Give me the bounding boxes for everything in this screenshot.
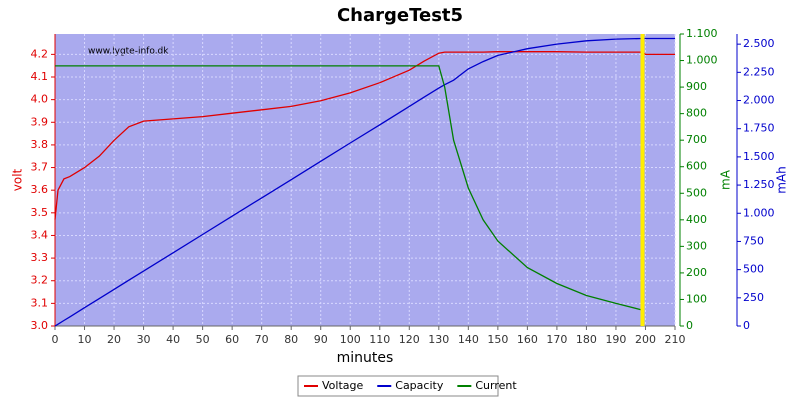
y2-tick-label: 300 xyxy=(686,239,707,252)
series-line xyxy=(54,37,675,327)
x-tick-label: 190 xyxy=(605,333,626,346)
y3-tick-label: 250 xyxy=(743,291,764,304)
y2-tick-label: 0 xyxy=(686,319,693,332)
y-tick-label: 3.3 xyxy=(31,251,49,264)
x-tick-label: 160 xyxy=(517,333,538,346)
y-tick-label: 3.6 xyxy=(31,183,49,196)
y-tick-label: 3.7 xyxy=(31,161,49,174)
watermark: www.lygte-info.dk xyxy=(88,47,169,57)
x-tick-label: 130 xyxy=(428,333,449,346)
y-tick-label: 3.0 xyxy=(31,319,49,332)
y3-tick-label: 2.000 xyxy=(743,94,775,107)
y-tick-label: 3.5 xyxy=(31,206,49,219)
y2-tick-label: 400 xyxy=(686,213,707,226)
y-tick-label: 3.4 xyxy=(31,228,49,241)
x-tick-label: 120 xyxy=(399,333,420,346)
y-tick-label: 4.0 xyxy=(31,93,49,106)
y3-axis-label: mAh xyxy=(775,166,789,194)
y3-tick-label: 1.500 xyxy=(743,150,775,163)
x-tick-label: 200 xyxy=(635,333,656,346)
x-tick-label: 20 xyxy=(107,333,121,346)
series-line xyxy=(54,51,675,220)
x-axis-label: minutes xyxy=(337,350,394,366)
y-tick-label: 3.9 xyxy=(31,115,49,128)
y3-tick-label: 1.750 xyxy=(743,122,775,135)
y3-tick-label: 750 xyxy=(743,234,764,247)
y3-tick-label: 0 xyxy=(743,319,750,332)
y2-tick-label: 200 xyxy=(686,266,707,279)
y3-tick-label: 1.000 xyxy=(743,206,775,219)
legend-label: Current xyxy=(475,379,517,392)
x-tick-label: 30 xyxy=(137,333,151,346)
y2-tick-label: 800 xyxy=(686,107,707,120)
x-tick-label: 150 xyxy=(487,333,508,346)
y-tick-label: 4.2 xyxy=(31,47,49,60)
x-tick-label: 110 xyxy=(369,333,390,346)
series-line xyxy=(55,65,643,311)
y3-tick-label: 1.250 xyxy=(743,178,775,191)
x-tick-label: 210 xyxy=(665,333,686,346)
legend-label: Voltage xyxy=(322,379,363,392)
x-tick-label: 50 xyxy=(196,333,210,346)
y-tick-label: 3.1 xyxy=(31,296,49,309)
x-tick-label: 0 xyxy=(52,333,59,346)
y-tick-label: 4.1 xyxy=(31,70,49,83)
y2-tick-label: 600 xyxy=(686,160,707,173)
y-tick-label: 3.8 xyxy=(31,138,49,151)
y2-axis-label: mA xyxy=(719,169,733,190)
plot-area xyxy=(55,34,675,326)
x-tick-label: 90 xyxy=(314,333,328,346)
y3-tick-label: 500 xyxy=(743,263,764,276)
x-tick-label: 40 xyxy=(166,333,180,346)
x-tick-label: 180 xyxy=(576,333,597,346)
y2-tick-label: 1.000 xyxy=(686,54,718,67)
x-tick-label: 140 xyxy=(458,333,479,346)
y-tick-label: 3.2 xyxy=(31,274,49,287)
chart-title: ChargeTest5 xyxy=(337,5,463,26)
x-tick-label: 60 xyxy=(225,333,239,346)
y2-tick-label: 500 xyxy=(686,186,707,199)
legend xyxy=(297,375,499,397)
x-tick-label: 170 xyxy=(546,333,567,346)
legend-label: Capacity xyxy=(395,379,444,392)
x-tick-label: 70 xyxy=(255,333,269,346)
y2-tick-label: 900 xyxy=(686,80,707,93)
x-tick-label: 100 xyxy=(340,333,361,346)
y2-tick-label: 700 xyxy=(686,133,707,146)
x-tick-label: 80 xyxy=(284,333,298,346)
y-axis-label: volt xyxy=(11,168,25,191)
y3-tick-label: 2.250 xyxy=(743,65,775,78)
x-tick-label: 10 xyxy=(78,333,92,346)
y3-tick-label: 2.500 xyxy=(743,37,775,50)
y2-tick-label: 100 xyxy=(686,292,707,305)
y2-tick-label: 1.100 xyxy=(686,27,718,40)
